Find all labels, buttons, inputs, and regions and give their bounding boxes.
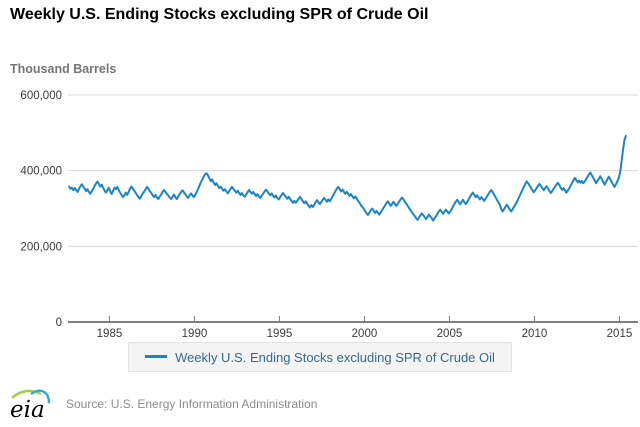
legend-row: Weekly U.S. Ending Stocks excluding SPR … (0, 342, 640, 373)
legend-item[interactable]: Weekly U.S. Ending Stocks excluding SPR … (128, 342, 512, 373)
source-text: Source: U.S. Energy Information Administ… (66, 397, 318, 411)
eia-logo-icon: eia (10, 389, 51, 422)
y-axis-unit-label: Thousand Barrels (10, 62, 117, 76)
x-tick-label: 1995 (267, 328, 293, 340)
x-tick-label: 1990 (182, 328, 208, 340)
eia-logo-blue-arc-icon (30, 389, 51, 404)
y-tick-label: 400,000 (20, 166, 62, 178)
y-tick-label: 600,000 (20, 90, 62, 102)
legend-line-swatch (145, 355, 168, 359)
eia-logo-green-arc-icon (11, 389, 42, 399)
x-tick-label: 2005 (437, 328, 463, 340)
data-series-line (68, 134, 627, 222)
x-tick-label: 1985 (97, 328, 123, 340)
chart-title: Weekly U.S. Ending Stocks excluding SPR … (10, 6, 429, 23)
footer: eia Source: U.S. Energy Information Admi… (8, 386, 317, 422)
x-tick-label: 2000 (352, 328, 378, 340)
y-tick-label: 200,000 (20, 241, 62, 253)
x-tick-label: 2010 (522, 328, 548, 340)
legend-label: Weekly U.S. Ending Stocks excluding SPR … (175, 350, 495, 366)
eia-logo-text: eia (10, 397, 45, 422)
plot-area: 0 200,000 400,000 600,000 1985 1990 1995 2000 20… (20, 90, 638, 340)
x-tick-label: 2015 (607, 328, 633, 340)
y-tick-label: 0 (56, 317, 62, 329)
